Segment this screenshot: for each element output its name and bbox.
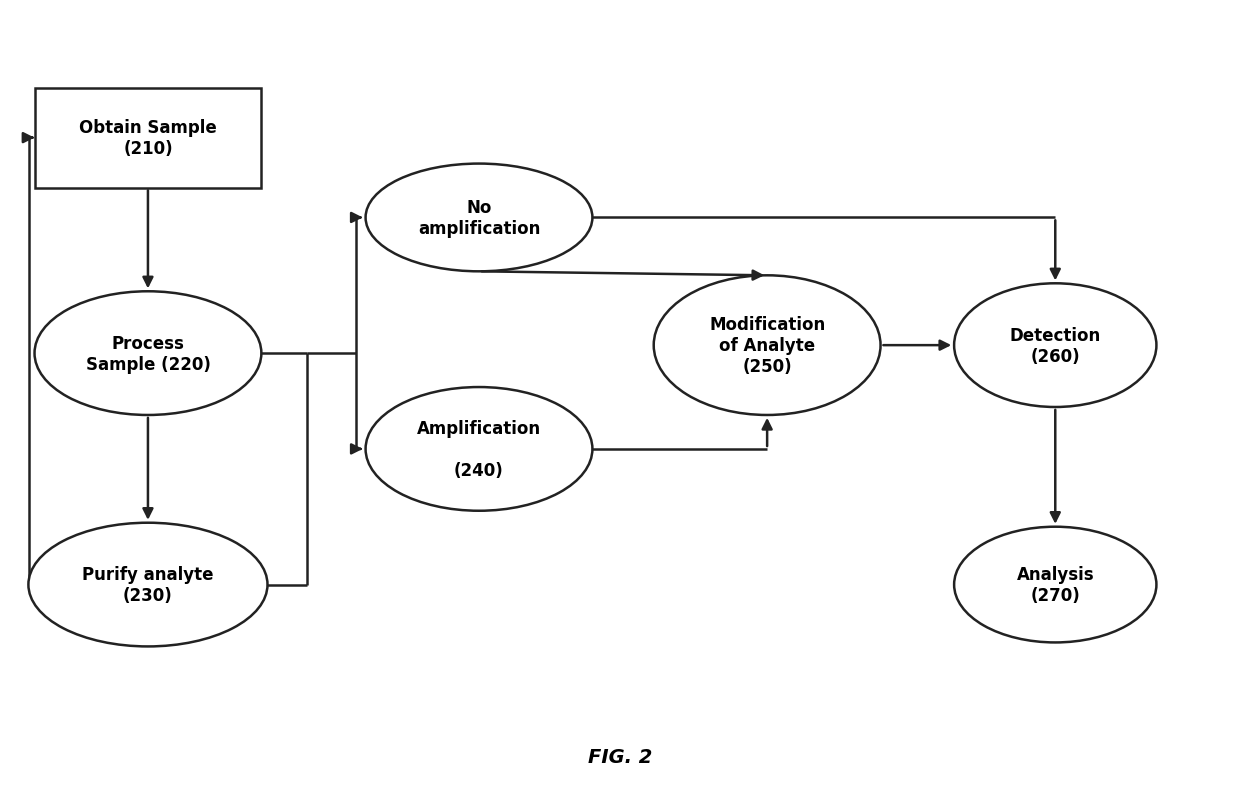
Text: Process
Sample (220): Process Sample (220) [86, 334, 211, 373]
Text: No
amplification: No amplification [418, 199, 541, 238]
Ellipse shape [29, 523, 268, 646]
Text: Purify analyte
(230): Purify analyte (230) [82, 565, 213, 604]
Text: FIG. 2: FIG. 2 [588, 747, 652, 766]
Ellipse shape [366, 165, 593, 272]
Ellipse shape [366, 388, 593, 511]
Ellipse shape [35, 292, 262, 415]
Ellipse shape [954, 284, 1157, 407]
Text: Modification
of Analyte
(250): Modification of Analyte (250) [709, 316, 826, 375]
Ellipse shape [653, 276, 880, 415]
Text: Detection
(260): Detection (260) [1009, 326, 1101, 365]
Text: Analysis
(270): Analysis (270) [1017, 565, 1094, 604]
Text: Obtain Sample
(210): Obtain Sample (210) [79, 119, 217, 158]
FancyBboxPatch shape [35, 88, 262, 188]
Text: Amplification

(240): Amplification (240) [417, 419, 541, 479]
Ellipse shape [954, 527, 1157, 642]
